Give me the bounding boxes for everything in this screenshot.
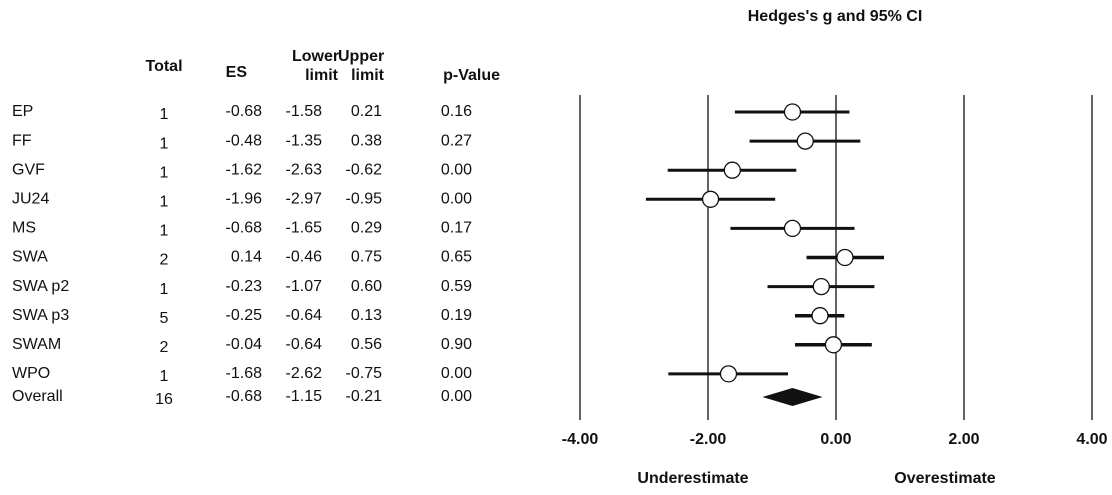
cell: 0.27 <box>441 132 472 149</box>
x-tick-label: 0.00 <box>820 431 851 448</box>
cell: -0.62 <box>346 161 383 178</box>
row-label: SWA <box>12 249 48 266</box>
cell: 1 <box>160 164 169 181</box>
column-header: Lower limit <box>292 48 340 84</box>
point-estimate <box>783 103 802 121</box>
cell: 0.65 <box>441 249 472 266</box>
point-estimate <box>723 161 741 179</box>
cell: 0.19 <box>441 307 472 324</box>
cell: 2 <box>160 252 169 269</box>
point-estimate <box>811 307 829 325</box>
cell: -0.75 <box>346 365 383 382</box>
chart-title: Hedges's g and 95% CI <box>748 8 923 25</box>
x-tick-label: 2.00 <box>948 431 979 448</box>
row-label: Overall <box>12 388 63 405</box>
cell: 1 <box>160 106 169 123</box>
cell: 0.17 <box>441 220 472 237</box>
cell: 0.00 <box>441 161 472 178</box>
cell: 0.90 <box>441 336 472 353</box>
cell: -1.68 <box>226 365 263 382</box>
summary-diamond <box>762 388 823 406</box>
axis-label: Overestimate <box>894 470 995 487</box>
cell: 16 <box>155 391 173 408</box>
row-label: GVF <box>12 161 45 178</box>
point-estimate <box>719 365 738 383</box>
x-tick-label: -4.00 <box>562 431 599 448</box>
row-label: SWA p3 <box>12 307 69 324</box>
cell: 0.13 <box>351 307 382 324</box>
cell: 5 <box>160 310 169 327</box>
cell: -1.62 <box>226 161 263 178</box>
cell: 0.16 <box>441 103 472 120</box>
row-label: SWAM <box>12 336 61 353</box>
cell: -2.97 <box>286 191 323 208</box>
column-header: Upper limit <box>338 48 385 84</box>
row-label: JU24 <box>12 191 49 208</box>
point-estimate <box>812 277 830 296</box>
cell: -2.63 <box>286 161 323 178</box>
cell: 0.00 <box>441 365 472 382</box>
cell: -0.68 <box>226 103 263 120</box>
row-label: MS <box>12 220 36 237</box>
point-estimate <box>796 132 814 150</box>
cell: -0.21 <box>346 388 383 405</box>
cell: -0.64 <box>286 307 323 324</box>
cell: -0.64 <box>286 336 323 353</box>
row-label: SWA p2 <box>12 278 69 295</box>
cell: -1.35 <box>286 132 323 149</box>
cell: 0.38 <box>351 132 382 149</box>
cell: 0.00 <box>441 388 472 405</box>
x-tick-label: 4.00 <box>1076 431 1107 448</box>
axis-label: Underestimate <box>637 470 748 487</box>
cell: 0.29 <box>351 220 382 237</box>
row-label: FF <box>12 132 32 149</box>
point-estimate <box>836 248 854 267</box>
cell: 0.59 <box>441 278 472 295</box>
cell: -2.62 <box>286 365 323 382</box>
column-header: ES <box>226 64 248 81</box>
cell: -0.48 <box>226 132 263 149</box>
cell: 1 <box>160 281 169 298</box>
cell: -1.96 <box>226 191 263 208</box>
cell: 1 <box>160 368 169 385</box>
point-estimate <box>701 190 720 208</box>
cell: -0.95 <box>346 191 383 208</box>
cell: -1.07 <box>286 278 323 295</box>
column-header: p-Value <box>443 67 500 84</box>
cell: 0.21 <box>351 103 382 120</box>
cell: -1.65 <box>286 220 323 237</box>
x-tick-label: -2.00 <box>690 431 727 448</box>
cell: 2 <box>160 339 169 356</box>
cell: 0.56 <box>351 336 382 353</box>
cell: 0.00 <box>441 191 472 208</box>
cell: 1 <box>160 194 169 211</box>
column-header: Total <box>145 58 182 75</box>
cell: -0.23 <box>226 278 263 295</box>
row-label: WPO <box>12 365 50 382</box>
cell: -0.04 <box>226 336 263 353</box>
cell: 1 <box>160 135 169 152</box>
cell: -0.46 <box>286 249 323 266</box>
cell: -0.68 <box>226 220 263 237</box>
point-estimate <box>824 336 843 354</box>
row-label: EP <box>12 103 33 120</box>
cell: 0.14 <box>231 249 262 266</box>
point-estimate <box>783 219 802 238</box>
cell: 1 <box>160 223 169 240</box>
cell: -0.68 <box>226 388 263 405</box>
cell: -1.58 <box>286 103 323 120</box>
cell: 0.60 <box>351 278 382 295</box>
cell: 0.75 <box>351 249 382 266</box>
cell: -0.25 <box>226 307 263 324</box>
cell: -1.15 <box>286 388 323 405</box>
